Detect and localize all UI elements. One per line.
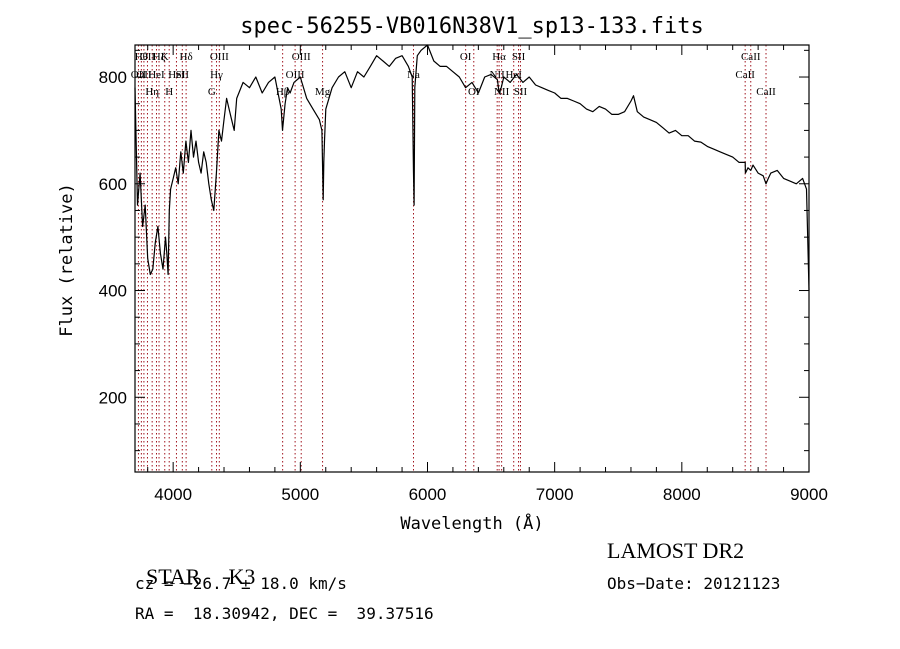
line-marker-label-4: Hη xyxy=(145,86,159,98)
line-marker-label-11: Hδ xyxy=(180,51,193,63)
x-tick-label-4: 8000 xyxy=(663,485,701,504)
line-marker-label-27: SII xyxy=(514,86,528,98)
x-tick-label-2: 6000 xyxy=(409,485,447,504)
line-marker-label-1: Hθ xyxy=(135,51,148,63)
y-tick-label-3: 800 xyxy=(99,68,127,87)
x-tick-label-0: 4000 xyxy=(154,485,192,504)
line-marker-label-19: Na xyxy=(407,69,420,81)
redshift-label: cz = −26.7 ± 18.0 km/s xyxy=(135,574,347,593)
line-marker-label-29: CaII xyxy=(741,51,761,63)
x-axis-label: Wavelength (Å) xyxy=(400,512,543,534)
line-marker-label-14: OIII xyxy=(210,51,229,63)
line-marker-label-28: CaII xyxy=(735,69,755,81)
line-marker-label-20: OI xyxy=(460,51,472,63)
line-marker-label-5: HeI xyxy=(148,69,165,81)
object-class: STAR K3 xyxy=(135,538,255,590)
line-marker-label-3: OII xyxy=(140,51,156,63)
line-marker-label-30: CaII xyxy=(756,86,776,98)
y-tick-label-2: 600 xyxy=(99,175,127,194)
line-marker-label-23: Hα xyxy=(492,51,506,63)
line-marker-label-8: H xyxy=(165,86,173,98)
y-tick-label-0: 200 xyxy=(99,388,127,407)
spectrum-series xyxy=(134,44,810,291)
obs-date-label: Obs−Date: 20121123 xyxy=(607,574,781,593)
line-marker-label-9: HeI xyxy=(168,69,185,81)
line-marker-label-13: Hγ xyxy=(210,69,223,81)
y-axis-label: Flux (relative) xyxy=(57,183,77,337)
line-marker-label-21: OI xyxy=(468,86,480,98)
line-marker-label-16: OIII xyxy=(286,69,305,81)
x-tick-label-3: 7000 xyxy=(536,485,574,504)
subclass-label: K3 xyxy=(228,564,256,589)
survey-label: LAMOST DR2 xyxy=(607,538,745,563)
line-marker-label-7: K xyxy=(161,51,169,63)
spectrum-line-0 xyxy=(134,44,810,291)
class-label: STAR xyxy=(146,564,201,589)
line-marker-label-18: Mg xyxy=(315,86,331,98)
line-marker-label-17: OIII xyxy=(292,51,311,63)
line-marker-labels: OIIHθOIIOIIHηHeIHζKHHeISIIHδGHγOIIIHβOII… xyxy=(131,51,776,98)
y-tick-label-1: 400 xyxy=(99,282,127,301)
axis-ticks xyxy=(135,45,809,472)
axis-tick-labels: 4000 5000 6000 7000 8000 9000 200 400 600 800 xyxy=(99,68,828,504)
coordinates-label: RA = 18.30942, DEC = 39.37516 xyxy=(135,604,434,623)
line-marker-label-24: NII xyxy=(494,86,510,98)
line-markers xyxy=(137,45,767,472)
line-marker-label-12: G xyxy=(208,86,216,98)
chart-title: spec-56255-VB016N38V1_sp13-133.fits xyxy=(240,14,704,39)
line-marker-label-26: SII xyxy=(512,51,526,63)
line-marker-label-25: HeI xyxy=(505,69,522,81)
line-marker-label-10: SII xyxy=(176,69,190,81)
line-marker-label-2: OII xyxy=(136,69,152,81)
x-tick-label-1: 5000 xyxy=(281,485,319,504)
line-marker-label-6: Hζ xyxy=(153,51,166,63)
x-tick-label-5: 9000 xyxy=(790,485,828,504)
line-marker-label-22: NII xyxy=(490,69,506,81)
plot-frame xyxy=(134,44,810,473)
